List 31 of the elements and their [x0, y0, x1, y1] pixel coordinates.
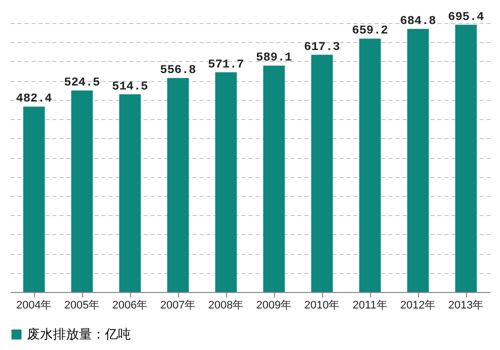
bar: [215, 72, 237, 292]
x-tick-label: 2004年: [16, 300, 52, 312]
bar: [23, 106, 45, 292]
bar: [359, 38, 381, 292]
bar: [119, 94, 141, 292]
data-label: 524.5: [64, 75, 100, 90]
x-tick-label: 2011年: [352, 300, 388, 312]
bar: [407, 28, 429, 292]
x-tick-label: 2012年: [400, 300, 436, 312]
legend-label: 废水排放量：亿吨: [27, 326, 131, 342]
data-label: 659.2: [352, 24, 388, 38]
x-tick-label: 2010年: [304, 300, 340, 312]
data-label: 684.8: [400, 14, 436, 28]
bar: [71, 90, 93, 292]
x-tick-label: 2006年: [112, 300, 148, 312]
bar: [167, 78, 189, 292]
data-label: 514.5: [112, 79, 148, 94]
x-tick-label: 2009年: [256, 300, 292, 312]
bar: [455, 24, 477, 292]
bar: [263, 66, 285, 292]
data-label: 571.7: [208, 57, 244, 72]
data-label: 589.1: [256, 50, 292, 65]
x-tick-label: 2005年: [64, 300, 100, 312]
x-tick-label: 2007年: [160, 300, 196, 312]
data-label: 482.4: [16, 92, 52, 106]
data-label: 556.8: [160, 63, 196, 78]
x-tick-label: 2013年: [448, 300, 484, 312]
data-label: 617.3: [304, 40, 340, 54]
bar: [311, 54, 333, 292]
data-label: 695.4: [448, 10, 484, 24]
x-tick-label: 2008年: [208, 300, 244, 312]
